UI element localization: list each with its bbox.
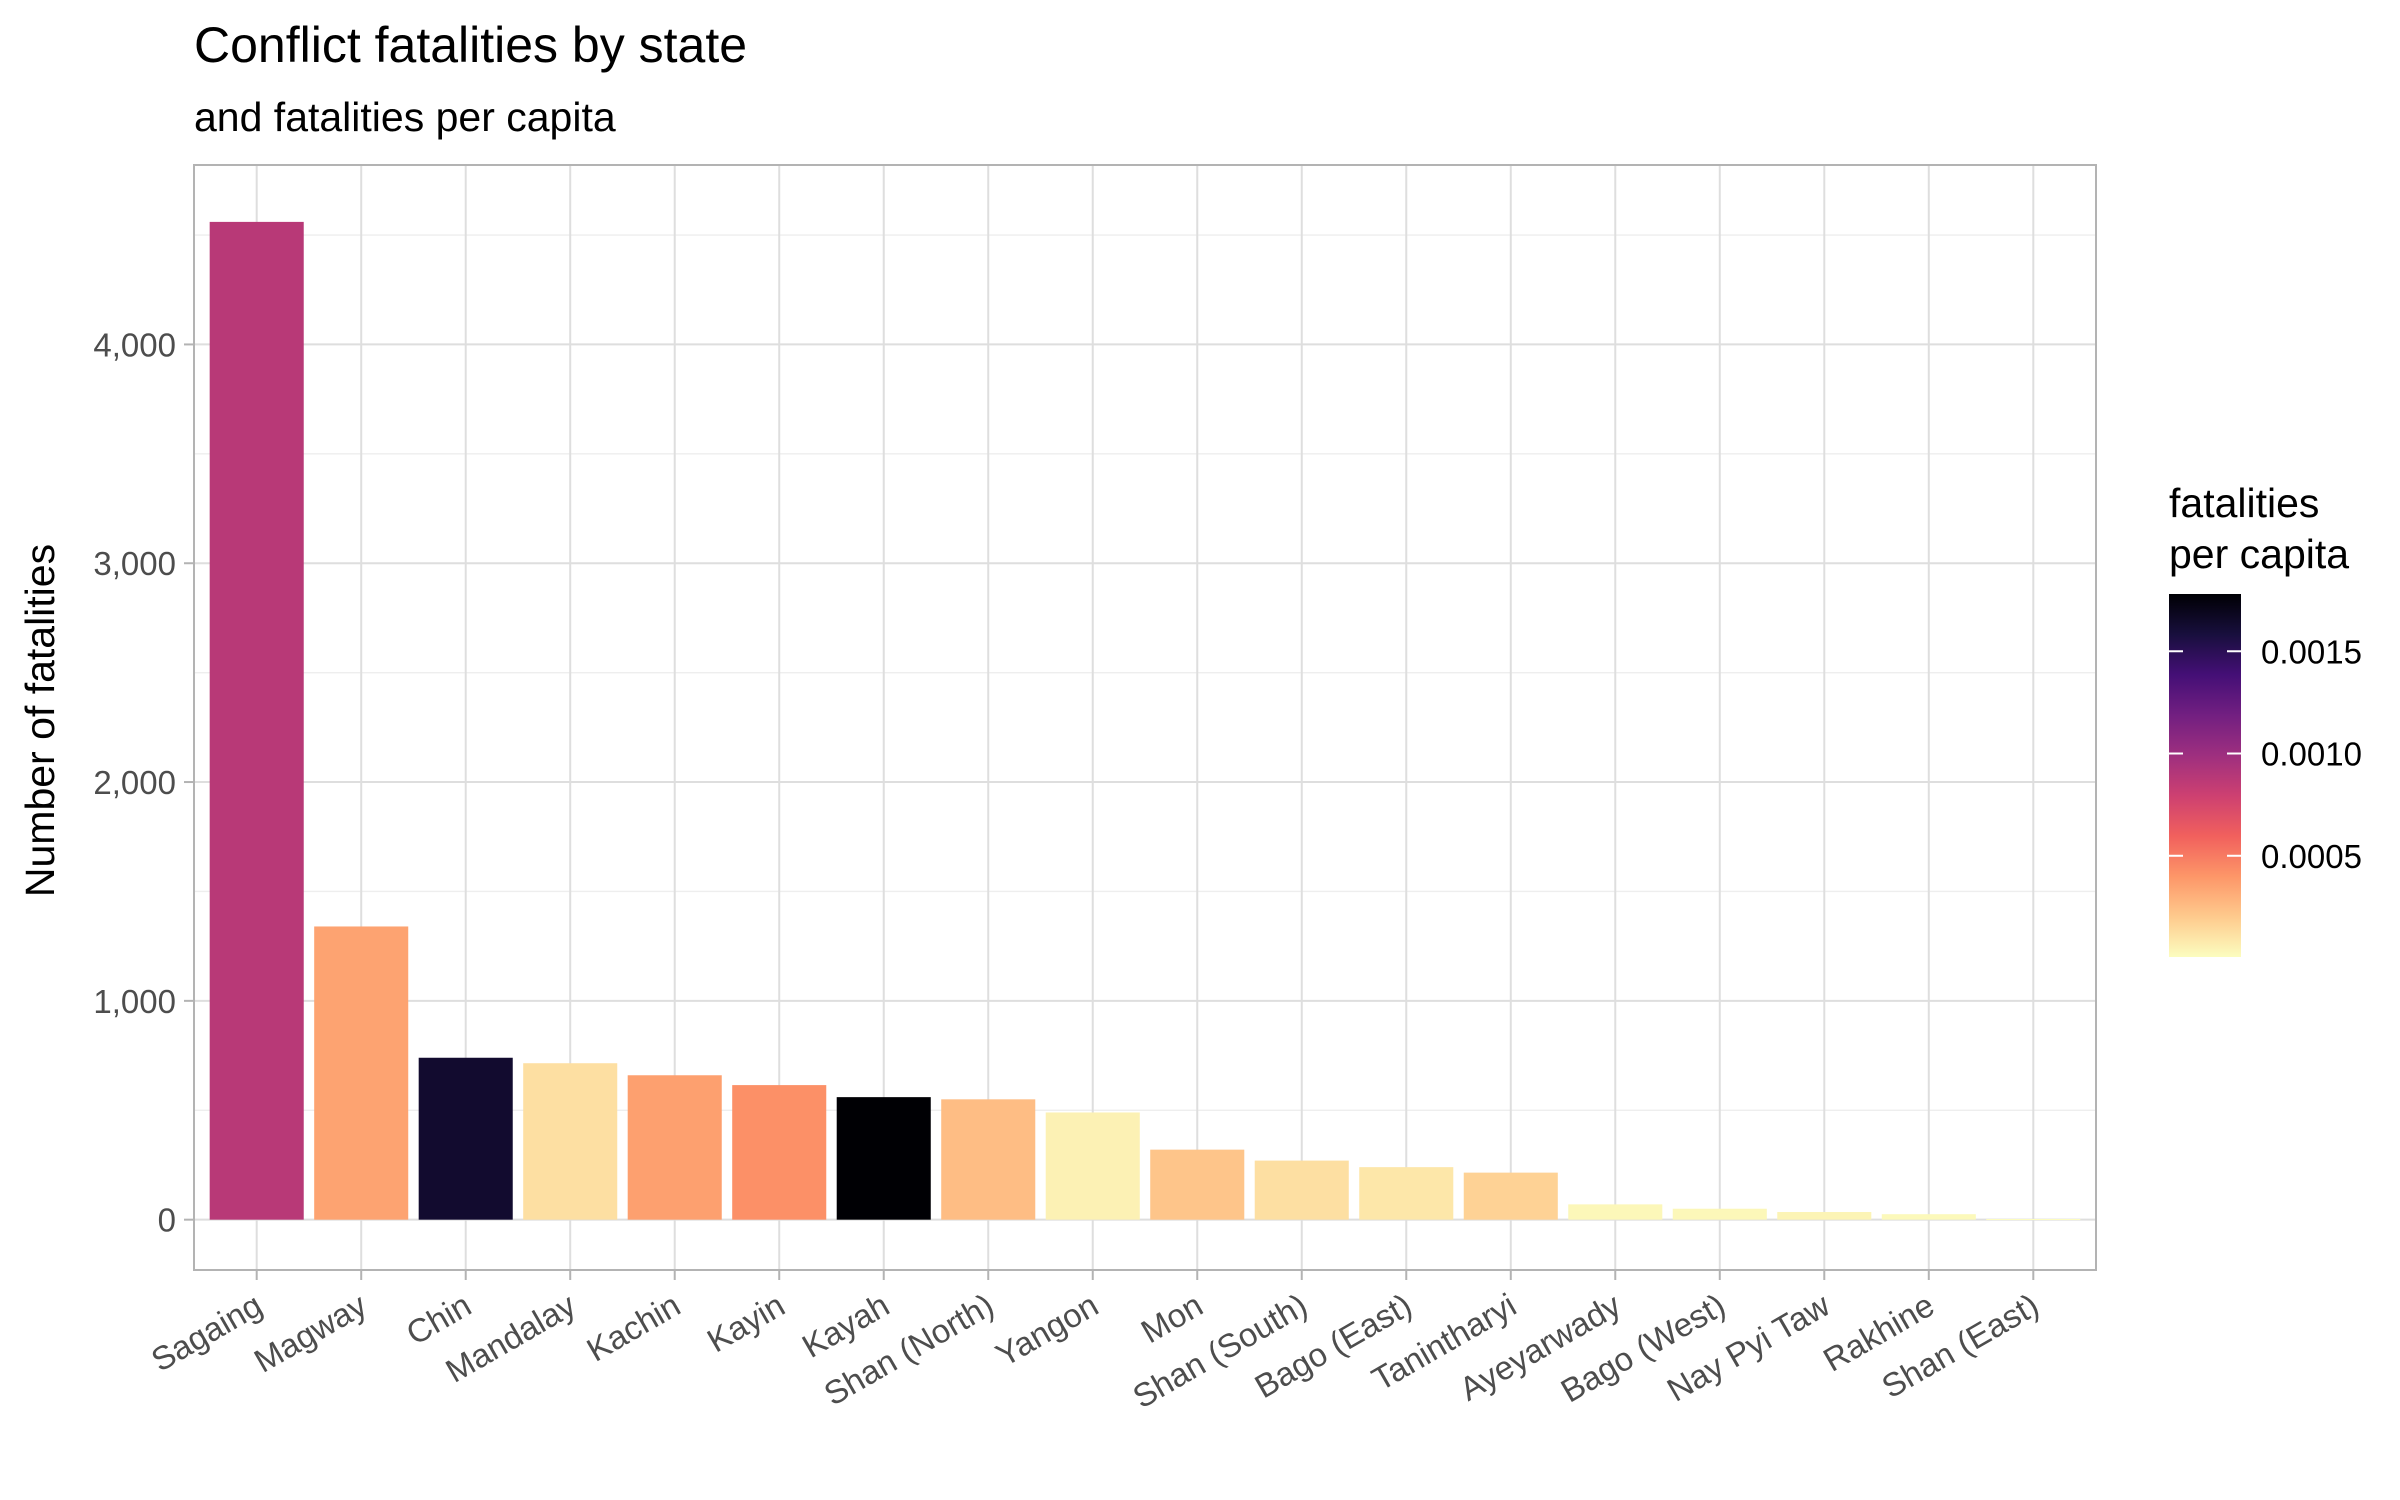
bar (1359, 1167, 1454, 1220)
legend-title-line-1: fatalities (2169, 480, 2319, 526)
chart-subtitle: and fatalities per capita (194, 94, 616, 140)
y-tick-label: 4,000 (93, 326, 176, 363)
bar (1568, 1204, 1663, 1220)
y-axis-title: Number of fatalities (17, 544, 63, 897)
bars-layer (209, 221, 2081, 1221)
x-tick-label: Magway (248, 1286, 373, 1380)
y-tick-label: 1,000 (93, 983, 176, 1020)
bar (1986, 1219, 2081, 1221)
bar (209, 221, 304, 1220)
bar (1672, 1208, 1767, 1220)
bar (523, 1063, 618, 1220)
x-tick-label: Mon (1135, 1286, 1209, 1350)
x-tick-label: Yangon (989, 1286, 1104, 1374)
y-tick-label: 0 (158, 1202, 176, 1239)
legend-title-line-2: per capita (2169, 531, 2349, 577)
bar (1777, 1212, 1872, 1220)
legend-colorbar (2169, 594, 2241, 957)
bar (1881, 1214, 1976, 1220)
bar (836, 1097, 931, 1220)
y-tick-label: 3,000 (93, 545, 176, 582)
legend-tick-label: 0.0005 (2261, 838, 2362, 875)
bar (1045, 1112, 1140, 1220)
x-tick-label: Shan (South) (1126, 1286, 1313, 1415)
bar (1254, 1160, 1349, 1220)
y-axis: 0 1,000 2,000 3,000 4,000 (93, 326, 194, 1239)
bar (1463, 1172, 1558, 1220)
legend-tick-label: 0.0015 (2261, 633, 2362, 670)
x-tick-label: Sagaing (145, 1286, 268, 1379)
bar (314, 926, 409, 1220)
x-tick-label: Kachin (580, 1286, 686, 1368)
bar (1150, 1149, 1245, 1220)
bar (418, 1057, 513, 1220)
legend: fatalities per capita 0.0005 0.0010 0.0015 (2169, 480, 2362, 957)
legend-tick-label: 0.0010 (2261, 736, 2362, 773)
panel-border (193, 164, 2097, 1271)
x-tick-label: Kayin (701, 1286, 791, 1359)
bar (941, 1099, 1036, 1220)
bar (627, 1075, 722, 1220)
y-tick-label: 2,000 (93, 764, 176, 801)
chart-title: Conflict fatalities by state (194, 17, 747, 73)
bar (732, 1085, 827, 1220)
